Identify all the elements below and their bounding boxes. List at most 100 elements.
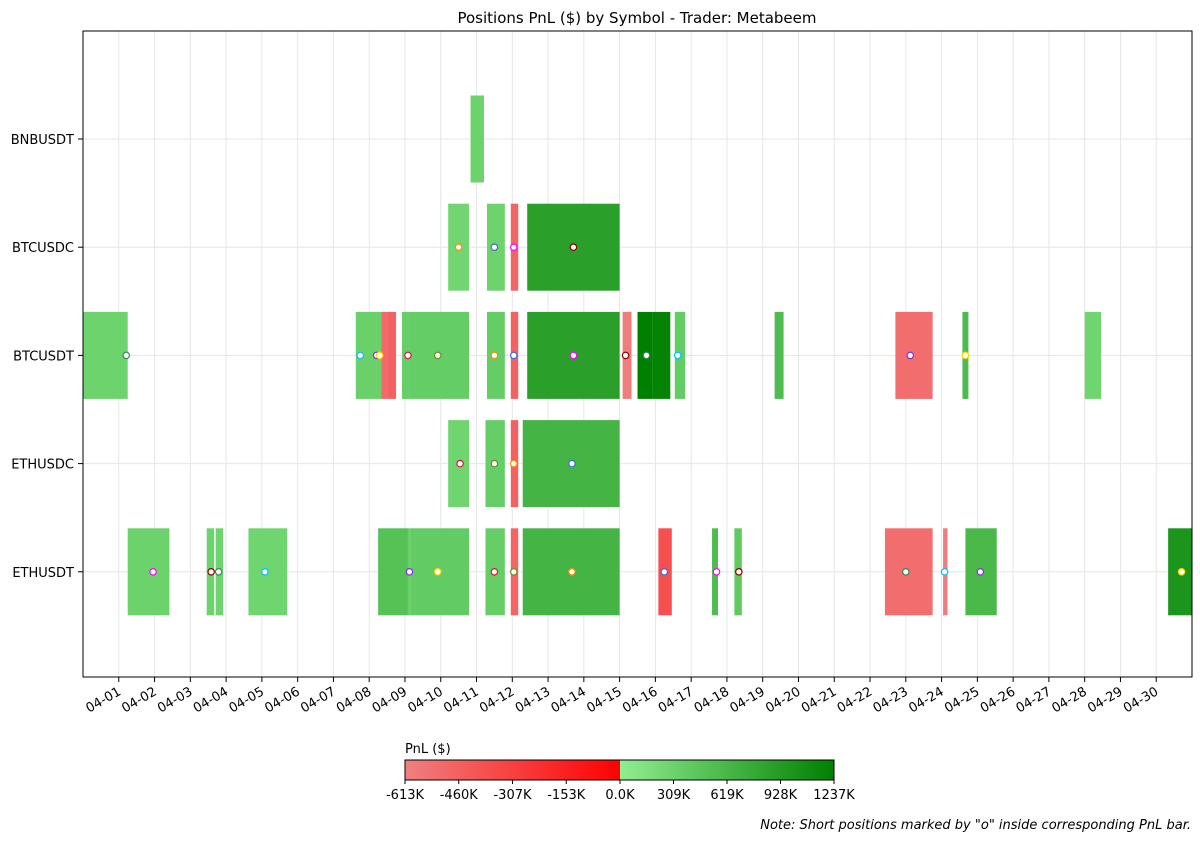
pnl-bar xyxy=(387,311,397,399)
x-tick-label: 04-23 xyxy=(871,684,911,716)
short-marker xyxy=(509,243,518,252)
pnl-bar xyxy=(381,311,388,399)
y-tick-label: BNBUSDT xyxy=(11,133,74,148)
short-marker xyxy=(569,243,578,252)
x-tick-label: 04-15 xyxy=(584,684,624,716)
short-marker xyxy=(207,567,215,576)
x-tick-label: 04-14 xyxy=(549,684,589,716)
short-marker xyxy=(642,351,651,360)
chart-title: Positions PnL ($) by Symbol - Trader: Me… xyxy=(457,9,816,27)
x-tick-label: 04-21 xyxy=(799,684,839,716)
x-tick-label: 04-20 xyxy=(763,684,803,716)
y-tick-label: BTCUSDT xyxy=(13,349,74,364)
x-tick-label: 04-24 xyxy=(906,684,946,716)
pnl-bar xyxy=(127,528,170,616)
short-marker xyxy=(1177,567,1186,576)
short-marker xyxy=(261,567,269,576)
short-marker xyxy=(621,351,630,360)
x-tick-label: 04-04 xyxy=(191,684,231,716)
short-marker xyxy=(490,567,499,576)
x-tick-label: 04-16 xyxy=(620,684,660,716)
y-axis: BNBUSDT BTCUSDC BTCUSDT ETHUSDC ETHUSDT xyxy=(11,133,83,581)
short-marker xyxy=(902,567,910,576)
short-marker xyxy=(375,351,384,360)
x-tick-label: 04-11 xyxy=(441,684,481,716)
colorbar-tick-label: 0.0K xyxy=(605,788,635,803)
x-tick-label: 04-12 xyxy=(477,684,517,716)
colorbar-tick-label: -153K xyxy=(547,788,586,803)
x-axis: 04-0104-0204-0304-0404-0504-0604-0704-08… xyxy=(84,677,1161,716)
colorbar-tick-label: 309K xyxy=(657,788,691,803)
x-tick-label: 04-25 xyxy=(942,684,982,716)
x-tick-label: 04-01 xyxy=(84,684,124,716)
pnl-bar xyxy=(1084,311,1102,399)
short-marker xyxy=(509,459,518,468)
short-marker xyxy=(405,567,414,576)
colorbar-positive-segment xyxy=(620,760,834,780)
colorbar-tick-label: -460K xyxy=(440,788,479,803)
x-tick-label: 04-30 xyxy=(1121,684,1161,716)
x-tick-label: 04-06 xyxy=(262,684,302,716)
colorbar-tick-label: 619K xyxy=(710,788,744,803)
pnl-bar xyxy=(378,528,408,616)
x-tick-label: 04-13 xyxy=(513,684,553,716)
short-marker xyxy=(149,567,157,576)
short-marker xyxy=(509,351,518,360)
colorbar-label: PnL ($) xyxy=(405,742,451,757)
short-marker xyxy=(906,351,915,360)
x-tick-label: 04-26 xyxy=(978,684,1018,716)
x-tick-label: 04-10 xyxy=(406,684,446,716)
short-marker xyxy=(961,351,970,360)
colorbar-ticks: -613K -460K -307K -153K 0.0K 309K 619K 928K 1237… xyxy=(386,780,855,803)
pnl-bar xyxy=(83,311,128,399)
short-marker xyxy=(490,243,499,252)
short-marker xyxy=(454,243,463,252)
y-tick-label: BTCUSDC xyxy=(12,241,74,256)
short-marker xyxy=(568,567,576,576)
x-tick-label: 04-03 xyxy=(155,684,195,716)
y-tick-label: ETHUSDT xyxy=(12,566,74,581)
short-marker xyxy=(712,567,721,576)
x-tick-label: 04-29 xyxy=(1085,684,1125,716)
short-marker xyxy=(976,567,985,576)
x-tick-label: 04-28 xyxy=(1049,684,1089,716)
short-marker xyxy=(433,351,442,360)
colorbar-tick-label: -613K xyxy=(386,788,425,803)
pnl-bar xyxy=(774,311,784,399)
short-marker xyxy=(568,459,576,468)
pnl-bars xyxy=(83,95,1192,616)
short-marker xyxy=(122,351,131,360)
short-positions-note: Note: Short positions marked by "o" insi… xyxy=(760,818,1191,833)
x-tick-label: 04-17 xyxy=(656,684,696,716)
x-tick-label: 04-19 xyxy=(727,684,767,716)
pnl-bar xyxy=(470,95,484,183)
short-marker xyxy=(214,567,223,576)
short-marker xyxy=(356,351,365,360)
short-marker xyxy=(490,459,499,468)
colorbar-tick-label: 1237K xyxy=(813,788,855,803)
colorbar-negative-segment xyxy=(405,760,620,780)
short-marker xyxy=(509,567,518,576)
colorbar: PnL ($) -613K -460K -307K -153K 0.0K 309K 619K… xyxy=(386,742,855,803)
short-marker xyxy=(433,567,442,576)
plot-frame xyxy=(82,30,1193,678)
short-marker xyxy=(660,567,669,576)
colorbar-tick-label: 928K xyxy=(764,788,798,803)
short-marker xyxy=(456,459,464,468)
short-marker xyxy=(940,567,949,576)
x-tick-label: 04-27 xyxy=(1014,684,1054,716)
short-marker xyxy=(673,351,682,360)
x-tick-label: 04-02 xyxy=(119,684,159,716)
short-marker xyxy=(735,567,743,576)
x-tick-label: 04-05 xyxy=(227,684,267,716)
x-tick-label: 04-08 xyxy=(334,684,374,716)
x-tick-label: 04-18 xyxy=(692,684,732,716)
colorbar-tick-label: -307K xyxy=(493,788,532,803)
pnl-bar xyxy=(652,311,671,399)
x-tick-label: 04-07 xyxy=(298,684,338,716)
short-marker xyxy=(490,351,499,360)
short-marker xyxy=(404,351,412,360)
short-position-markers xyxy=(122,243,1186,576)
